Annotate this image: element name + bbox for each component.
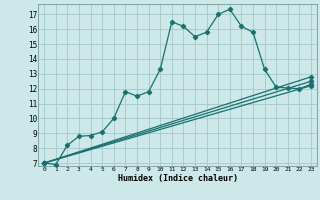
X-axis label: Humidex (Indice chaleur): Humidex (Indice chaleur) bbox=[118, 174, 238, 183]
